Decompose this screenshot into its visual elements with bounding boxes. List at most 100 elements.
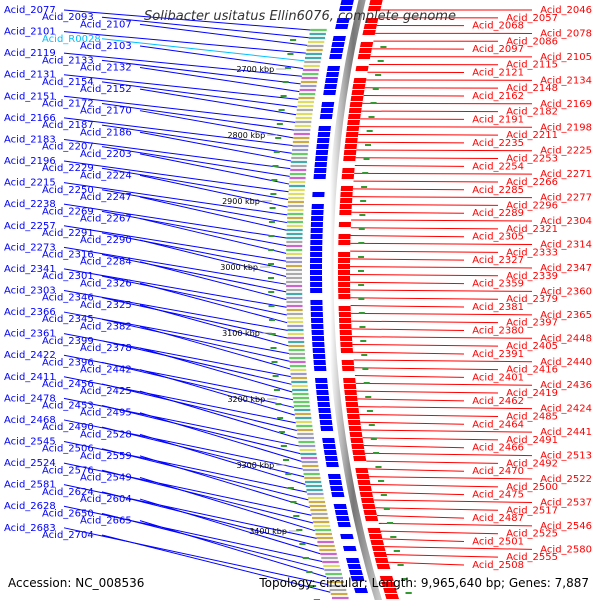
- gene-label-right[interactable]: Acid_2115: [506, 60, 558, 71]
- gene-label-left[interactable]: Acid_2478: [4, 393, 56, 404]
- gene-label-right[interactable]: Acid_2500: [506, 482, 558, 493]
- left-gene-labels[interactable]: Acid_2077Acid_2093Acid_2107Acid_2101Acid…: [4, 5, 132, 541]
- gene-label-right[interactable]: Acid_2191: [472, 114, 524, 125]
- gene-label-right[interactable]: Acid_2296: [506, 200, 558, 211]
- gene-label-right[interactable]: Acid_2121: [472, 68, 524, 79]
- gene-label-left[interactable]: Acid_2267: [80, 214, 132, 225]
- gene-label-right[interactable]: Acid_2522: [540, 474, 592, 485]
- gene-label-right[interactable]: Acid_2359: [472, 279, 524, 290]
- gene-label-right[interactable]: Acid_2253: [506, 154, 558, 165]
- gene-label-left[interactable]: Acid_2203: [80, 149, 132, 160]
- gene-label-right[interactable]: Acid_2314: [540, 240, 592, 251]
- gene-label-left[interactable]: Acid_2411: [4, 372, 56, 383]
- gene-label-left[interactable]: Acid_2581: [4, 480, 56, 491]
- gene-label-left[interactable]: Acid_2549: [80, 472, 132, 483]
- gene-label-right[interactable]: Acid_2401: [472, 372, 524, 383]
- gene-label-left[interactable]: Acid_2341: [4, 264, 56, 275]
- gene-label-right[interactable]: Acid_2405: [506, 341, 558, 352]
- gene-label-left[interactable]: Acid_2187: [42, 120, 94, 131]
- gene-label-left[interactable]: Acid_2506: [42, 444, 94, 455]
- gene-label-left[interactable]: Acid_2186: [80, 127, 132, 138]
- gene-label-right[interactable]: Acid_2057: [506, 13, 558, 24]
- gene-label-right[interactable]: Acid_2424: [540, 404, 592, 415]
- gene-label-right[interactable]: Acid_2105: [540, 52, 592, 63]
- gene-label-right[interactable]: Acid_2097: [472, 44, 524, 55]
- gene-label-right[interactable]: Acid_2360: [540, 286, 592, 297]
- gene-label-left[interactable]: Acid_2559: [80, 451, 132, 462]
- gene-label-right[interactable]: Acid_2441: [540, 427, 592, 438]
- gene-label-left[interactable]: Acid_2290: [80, 235, 132, 246]
- gene-label-right[interactable]: Acid_2546: [540, 521, 592, 532]
- gene-label-right[interactable]: Acid_2466: [472, 443, 524, 454]
- gene-label-left[interactable]: Acid_2291: [42, 228, 94, 239]
- gene-label-left[interactable]: Acid_2490: [42, 422, 94, 433]
- gene-label-right[interactable]: Acid_2517: [506, 505, 558, 516]
- gene-label-right[interactable]: Acid_2380: [472, 325, 524, 336]
- gene-label-left[interactable]: Acid_2303: [4, 285, 56, 296]
- gene-label-right[interactable]: Acid_2086: [506, 36, 558, 47]
- gene-label-right[interactable]: Acid_2416: [506, 365, 558, 376]
- gene-label-left[interactable]: Acid_2170: [80, 106, 132, 117]
- gene-label-left[interactable]: Acid_2576: [42, 465, 94, 476]
- gene-label-right[interactable]: Acid_2436: [540, 380, 592, 391]
- gene-label-right[interactable]: Acid_2513: [540, 451, 592, 462]
- gene-label-left[interactable]: Acid_2604: [80, 494, 132, 505]
- gene-label-left[interactable]: Acid_2107: [80, 19, 132, 30]
- gene-label-left[interactable]: Acid_2325: [80, 300, 132, 311]
- right-gene-labels[interactable]: Acid_2046Acid_2057Acid_2068Acid_2078Acid…: [472, 5, 592, 571]
- gene-label-right[interactable]: Acid_2440: [540, 357, 592, 368]
- gene-label-right[interactable]: Acid_2464: [472, 419, 524, 430]
- gene-label-right[interactable]: Acid_2182: [506, 107, 558, 118]
- gene-label-left[interactable]: Acid_2628: [4, 501, 56, 512]
- gene-label-left[interactable]: Acid_2131: [4, 70, 56, 81]
- gene-label-right[interactable]: Acid_2491: [506, 435, 558, 446]
- gene-label-right[interactable]: Acid_2333: [506, 247, 558, 258]
- gene-label-right[interactable]: Acid_2470: [472, 466, 524, 477]
- gene-label-right[interactable]: Acid_2580: [540, 544, 592, 555]
- gene-label-left[interactable]: Acid_2650: [42, 508, 94, 519]
- gene-label-left[interactable]: Acid_2250: [42, 185, 94, 196]
- gene-label-left[interactable]: Acid_2624: [42, 487, 94, 498]
- gene-label-left[interactable]: Acid_2183: [4, 134, 56, 145]
- gene-label-left[interactable]: Acid_2346: [42, 293, 94, 304]
- gene-label-right[interactable]: Acid_2475: [472, 490, 524, 501]
- gene-label-right[interactable]: Acid_2162: [472, 91, 524, 102]
- gene-label-left[interactable]: Acid_2133: [42, 55, 94, 66]
- gene-label-left[interactable]: Acid_2093: [42, 12, 94, 23]
- gene-label-left[interactable]: Acid_2495: [80, 408, 132, 419]
- gene-label-left[interactable]: Acid_2154: [42, 77, 94, 88]
- gene-label-right[interactable]: Acid_2508: [472, 560, 524, 571]
- gene-label-right[interactable]: Acid_2271: [540, 169, 592, 180]
- gene-label-right[interactable]: Acid_2462: [472, 396, 524, 407]
- gene-label-right[interactable]: Acid_2198: [540, 122, 592, 133]
- gene-label-right[interactable]: Acid_2419: [506, 388, 558, 399]
- gene-label-right[interactable]: Acid_2078: [540, 28, 592, 39]
- gene-label-left[interactable]: Acid_2077: [4, 5, 56, 16]
- gene-label-left[interactable]: Acid_2382: [80, 321, 132, 332]
- gene-label-left[interactable]: Acid_2326: [80, 278, 132, 289]
- gene-label-right[interactable]: Acid_2211: [506, 130, 558, 141]
- gene-label-right[interactable]: Acid_2365: [540, 310, 592, 321]
- gene-label-right[interactable]: Acid_2397: [506, 318, 558, 329]
- gene-label-right[interactable]: Acid_2339: [506, 271, 558, 282]
- gene-label-left[interactable]: Acid_2316: [42, 250, 94, 261]
- gene-label-right[interactable]: Acid_2068: [472, 21, 524, 32]
- gene-label-left[interactable]: Acid_2361: [4, 329, 56, 340]
- gene-label-right[interactable]: Acid_2347: [540, 263, 592, 274]
- gene-label-left[interactable]: Acid_2207: [42, 142, 94, 153]
- gene-label-right[interactable]: Acid_2134: [540, 75, 592, 86]
- gene-label-left[interactable]: Acid_2247: [80, 192, 132, 203]
- gene-label-left[interactable]: Acid_2152: [80, 84, 132, 95]
- gene-label-right[interactable]: Acid_2148: [506, 83, 558, 94]
- gene-label-right[interactable]: Acid_2492: [506, 458, 558, 469]
- gene-label-left[interactable]: Acid_2166: [4, 113, 56, 124]
- gene-label-left[interactable]: Acid_2345: [42, 314, 94, 325]
- gene-label-left[interactable]: Acid_2442: [80, 365, 132, 376]
- gene-label-left[interactable]: Acid_2301: [42, 271, 94, 282]
- gene-label-right[interactable]: Acid_2277: [540, 193, 592, 204]
- gene-label-left[interactable]: Acid_2366: [4, 307, 56, 318]
- gene-label-left[interactable]: Acid_2284: [80, 257, 132, 268]
- gene-label-left[interactable]: Acid_2528: [80, 429, 132, 440]
- gene-label-left[interactable]: Acid_2396: [42, 357, 94, 368]
- gene-label-left[interactable]: Acid_2229: [42, 163, 94, 174]
